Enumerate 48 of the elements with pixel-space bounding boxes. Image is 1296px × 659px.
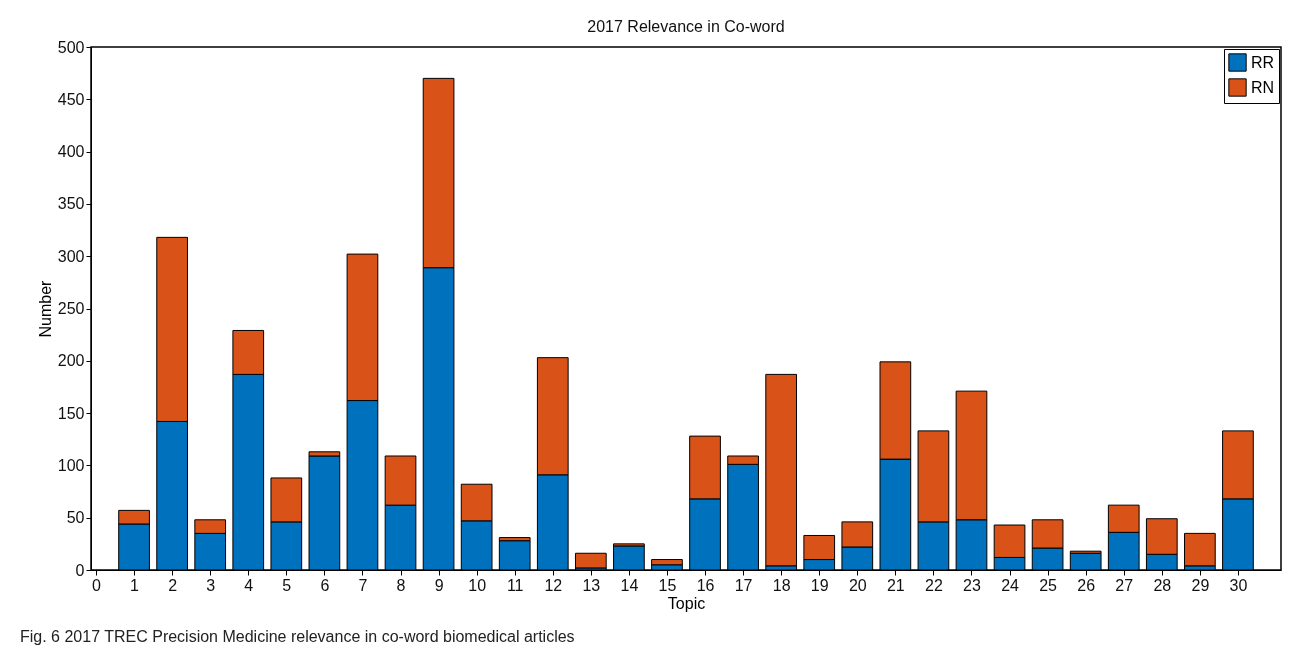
x-tick-label: 4: [244, 576, 254, 594]
x-tick-label: 15: [658, 576, 677, 594]
x-tick-label: 2: [168, 576, 178, 594]
y-tick-label: 400: [57, 143, 85, 161]
y-tick-label: 150: [57, 404, 85, 422]
x-tick-label: 28: [1153, 576, 1172, 594]
x-tick-label: 24: [1001, 576, 1020, 594]
y-axis-title: Number: [36, 279, 54, 338]
x-tick-label: 8: [396, 576, 406, 594]
y-tick-label: 250: [57, 300, 85, 317]
x-tick-label: 18: [772, 576, 791, 594]
x-tick-label: 10: [468, 576, 487, 594]
x-tick-label: 17: [734, 576, 753, 594]
x-tick-label: 16: [696, 576, 715, 594]
y-tick-label: 300: [57, 247, 85, 265]
x-tick-label: 6: [320, 576, 330, 594]
x-tick-label: 12: [544, 576, 563, 594]
x-tick-label: 19: [810, 576, 829, 594]
x-tick-label: 29: [1191, 576, 1210, 594]
x-axis-title: Topic: [667, 594, 706, 612]
y-tick-label: 450: [57, 90, 85, 108]
x-tick-label: 11: [506, 576, 524, 594]
y-tick-label: 0: [75, 561, 85, 579]
x-tick-label: 9: [434, 576, 444, 594]
legend-label: RN: [1251, 78, 1275, 96]
y-tick-label: 350: [57, 195, 85, 213]
x-tick-label: 26: [1077, 576, 1096, 594]
legend-label: RR: [1251, 53, 1275, 71]
y-tick-label: 100: [57, 456, 85, 474]
x-tick-label: 3: [206, 576, 216, 594]
x-tick-label: 25: [1039, 576, 1058, 594]
x-tick-label: 21: [886, 576, 905, 594]
x-tick-label: 14: [620, 576, 639, 594]
y-tick-label: 50: [66, 509, 85, 527]
y-tick-label: 200: [57, 352, 85, 370]
x-tick-label: 22: [925, 576, 943, 594]
x-tick-label: 13: [582, 576, 601, 594]
x-tick-label: 0: [92, 576, 102, 594]
x-tick-label: 27: [1115, 576, 1134, 594]
caption: Fig. 6 2017 TREC Precision Medicine relevance in co-word biomedical articles: [20, 628, 575, 646]
y-tick-label: 500: [57, 38, 85, 56]
x-tick-label: 7: [358, 576, 368, 594]
x-tick-label: 20: [848, 576, 867, 594]
x-tick-label: 1: [130, 576, 140, 594]
chart-title: 2017 Relevance in Co-word: [587, 18, 785, 35]
x-tick-label: 23: [963, 576, 981, 594]
x-tick-label: 5: [282, 576, 292, 594]
x-tick-label: 30: [1229, 576, 1248, 594]
